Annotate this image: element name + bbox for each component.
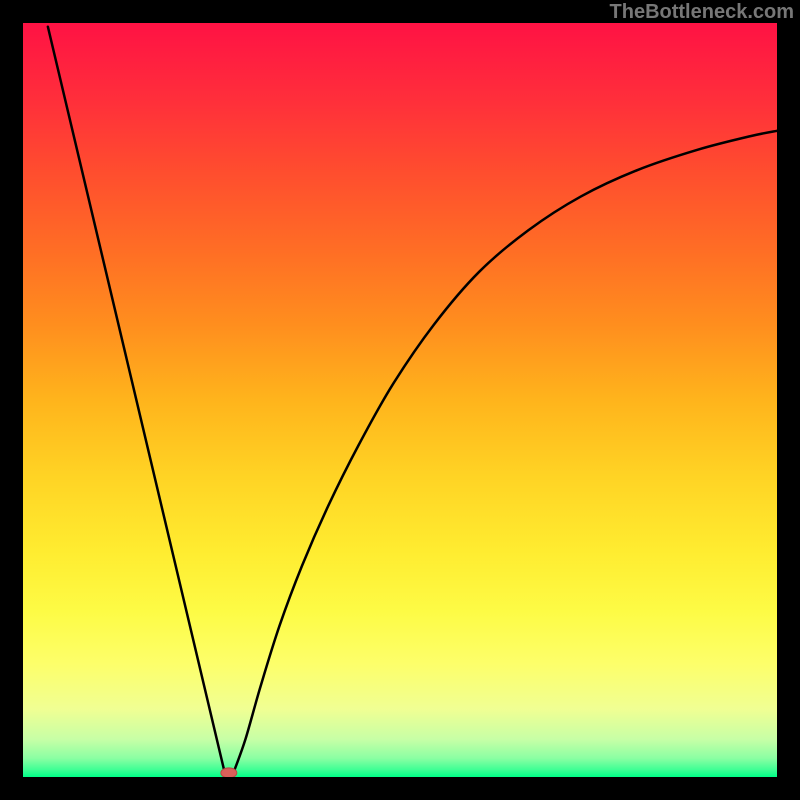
source-label: TheBottleneck.com [610, 1, 794, 23]
chart-container: TheBottleneck.com [0, 0, 800, 800]
optimal-point-marker [221, 768, 237, 778]
bottleneck-chart: TheBottleneck.com [0, 0, 800, 800]
